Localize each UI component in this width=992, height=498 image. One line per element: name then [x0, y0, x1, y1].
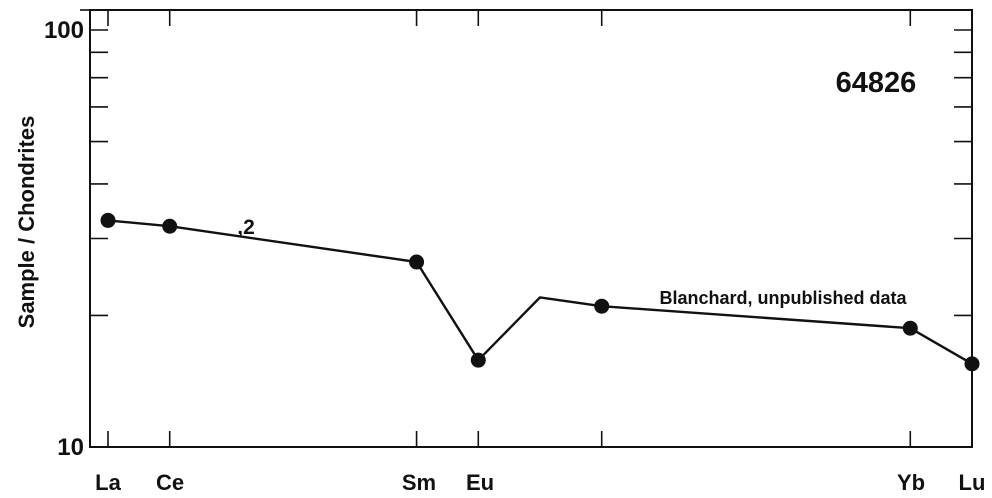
- data-point-sm: [409, 254, 425, 270]
- x-tick-label-la: La: [95, 470, 121, 495]
- data-point-lu: [964, 356, 980, 372]
- x-tick-label-sm: Sm: [402, 470, 436, 495]
- plot-frame: [89, 9, 973, 448]
- data-point-tb: [594, 298, 610, 314]
- chart-title: 64826: [836, 67, 917, 99]
- data-point-eu: [470, 352, 486, 368]
- x-tick-label-yb: Yb: [897, 470, 925, 495]
- data-point-la: [100, 212, 116, 228]
- annotation-sample-split: ,2: [237, 216, 255, 239]
- x-tick-label-ce: Ce: [156, 470, 184, 495]
- series-line-layer: [107, 219, 973, 365]
- series-line-0: [107, 219, 973, 365]
- x-tick-label-lu: Lu: [959, 470, 986, 495]
- y-tick-label-10: 10: [57, 434, 84, 461]
- y-tick-label-100: 100: [44, 17, 84, 44]
- axis-ticks: [80, 9, 973, 448]
- x-tick-label-eu: Eu: [466, 470, 494, 495]
- data-point-ce: [162, 218, 178, 234]
- y-axis-label: Sample / Chondrites: [14, 116, 39, 329]
- series-marker-layer: [100, 212, 980, 372]
- data-point-yb: [902, 320, 918, 336]
- annotation-data-source: Blanchard, unpublished data: [659, 288, 907, 308]
